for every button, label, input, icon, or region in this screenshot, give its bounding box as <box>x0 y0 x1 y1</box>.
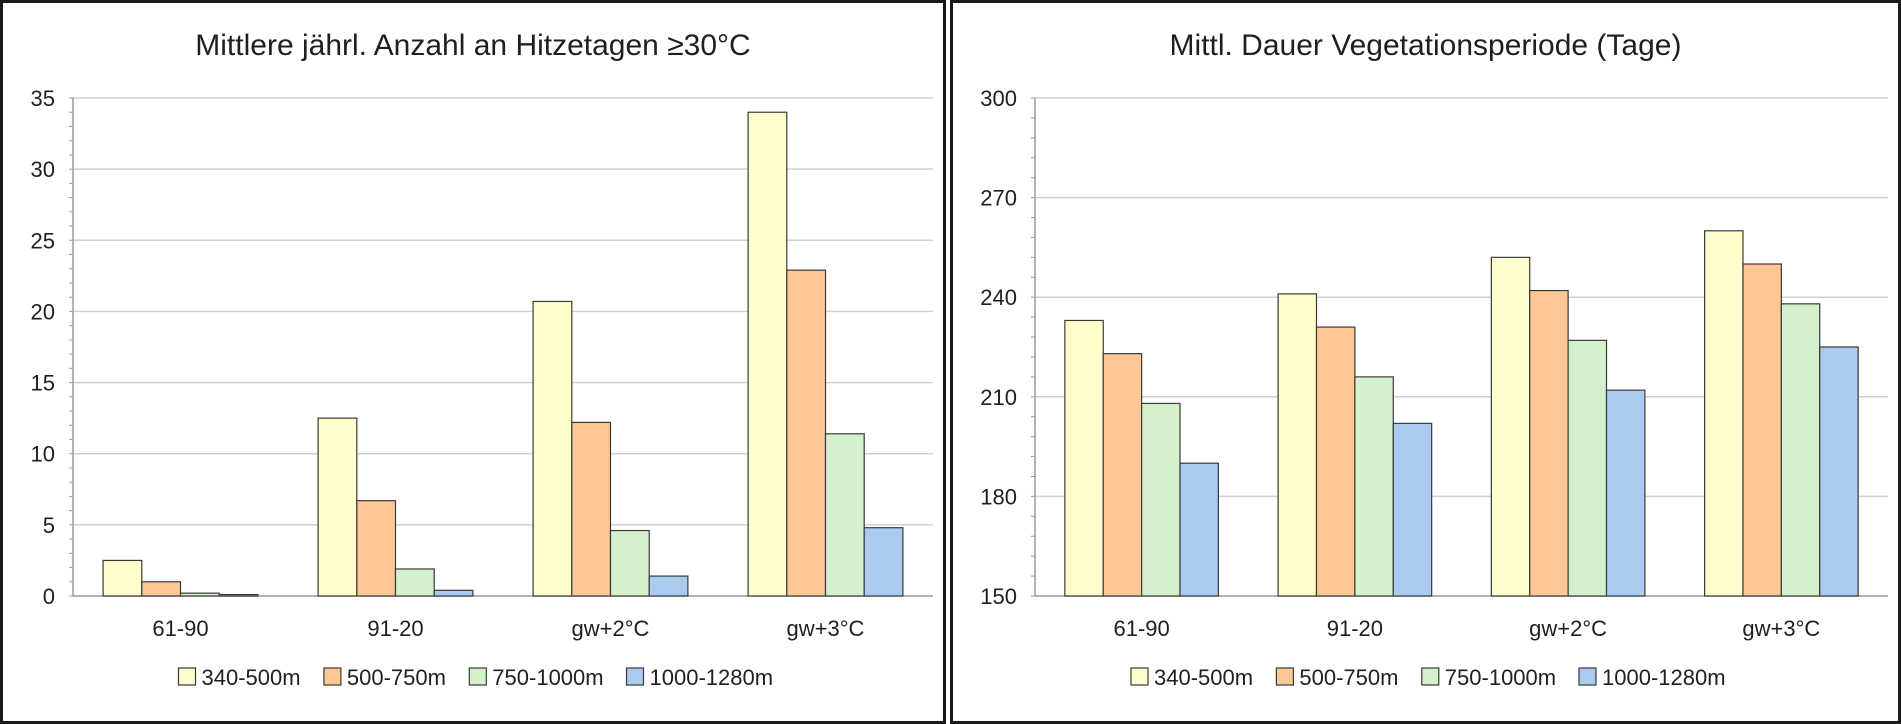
chart-panel-vegetationsperiode: Mittl. Dauer Vegetationsperiode (Tage) 15… <box>950 0 1901 724</box>
bar-340-500m-61-90 <box>102 559 143 597</box>
legend-label: 500-750m <box>347 665 446 690</box>
y-tick-label: 20 <box>31 299 55 324</box>
y-tick-label: 180 <box>980 484 1017 509</box>
legend-swatch <box>1578 667 1597 686</box>
bar-500-750m-91-20 <box>1315 326 1356 597</box>
legend-label: 750-1000m <box>1445 665 1556 690</box>
x-tick-label: gw+2°C <box>572 616 650 641</box>
bar-340-500m-61-90 <box>1064 319 1104 597</box>
bar-340-500m-91-20 <box>1277 293 1318 597</box>
legend-label: 500-750m <box>1299 665 1398 690</box>
vegetationsperiode-chart: Mittl. Dauer Vegetationsperiode (Tage) 15… <box>980 29 1888 690</box>
bar-500-750m-gw+3°C <box>1742 263 1782 597</box>
y-tick-label: 30 <box>31 157 55 182</box>
bar-340-500m-91-20 <box>317 417 358 597</box>
x-tick-label: gw+3°C <box>1742 616 1820 641</box>
legend-swatch <box>1130 667 1149 686</box>
bar-750-1000m-gw+3°C <box>1780 303 1821 597</box>
x-tick-label: 91-20 <box>367 616 423 641</box>
legend-swatch <box>625 667 645 686</box>
bar-750-1000m-91-20 <box>394 568 435 597</box>
legend-swatch <box>468 667 487 686</box>
x-tick-label: 91-20 <box>1327 616 1383 641</box>
y-tick-label: 240 <box>980 285 1017 310</box>
bar-500-750m-gw+2°C <box>1529 289 1569 597</box>
bar-1000-1280m-91-20 <box>433 589 474 597</box>
hitzetage-chart: Mittlere jährl. Anzahl an Hitzetagen ≥30… <box>31 29 933 690</box>
bar-750-1000m-gw+2°C <box>1567 339 1608 597</box>
bar-340-500m-gw+3°C <box>747 111 788 597</box>
bar-750-1000m-61-90 <box>1141 402 1181 597</box>
bar-340-500m-gw+2°C <box>1490 256 1531 597</box>
y-tick-label: 300 <box>980 86 1017 111</box>
x-tick-label: 61-90 <box>152 616 208 641</box>
legend-label: 340-500m <box>202 665 301 690</box>
legend-swatch <box>1275 667 1294 686</box>
bar-1000-1280m-gw+3°C <box>863 527 904 597</box>
bar-1000-1280m-91-20 <box>1392 422 1433 597</box>
y-tick-label: 25 <box>31 228 55 253</box>
legend-swatch <box>323 667 342 686</box>
legend-label: 340-500m <box>1154 665 1253 690</box>
bar-340-500m-gw+2°C <box>532 300 573 597</box>
y-tick-label: 0 <box>43 584 55 609</box>
legend-label: 750-1000m <box>492 665 603 690</box>
chart-title: Mittlere jährl. Anzahl an Hitzetagen ≥30… <box>195 29 750 62</box>
bar-1000-1280m-61-90 <box>1179 462 1219 597</box>
legend-label: 1000-1280m <box>1602 665 1726 690</box>
bar-500-750m-61-90 <box>1102 353 1143 597</box>
bar-500-750m-61-90 <box>141 581 182 597</box>
bar-500-750m-gw+2°C <box>571 421 612 597</box>
x-tick-label: gw+3°C <box>787 616 865 641</box>
x-tick-label: 61-90 <box>1113 616 1169 641</box>
bar-750-1000m-gw+2°C <box>609 529 650 597</box>
legend-swatch <box>1421 667 1440 686</box>
y-tick-label: 15 <box>31 371 55 396</box>
chart-panel-hitzetage: Mittlere jährl. Anzahl an Hitzetagen ≥30… <box>0 0 946 724</box>
y-tick-label: 150 <box>980 584 1017 609</box>
bar-1000-1280m-gw+3°C <box>1819 346 1859 597</box>
bar-750-1000m-gw+3°C <box>824 433 865 597</box>
bar-750-1000m-61-90 <box>179 592 220 597</box>
y-tick-label: 10 <box>31 442 55 467</box>
bar-1000-1280m-61-90 <box>218 593 259 597</box>
bar-750-1000m-91-20 <box>1354 376 1394 597</box>
bar-500-750m-91-20 <box>356 500 397 597</box>
bar-1000-1280m-gw+2°C <box>648 575 689 597</box>
y-tick-label: 210 <box>980 385 1017 410</box>
legend-label: 1000-1280m <box>650 665 774 690</box>
chart-title: Mittl. Dauer Vegetationsperiode (Tage) <box>1170 29 1682 62</box>
legend-swatch <box>177 667 197 686</box>
x-tick-label: gw+2°C <box>1529 616 1607 641</box>
y-tick-label: 35 <box>31 86 55 111</box>
y-tick-label: 5 <box>43 513 55 538</box>
bar-340-500m-gw+3°C <box>1704 230 1744 597</box>
y-tick-label: 270 <box>980 186 1017 211</box>
bar-500-750m-gw+3°C <box>786 269 827 597</box>
bar-1000-1280m-gw+2°C <box>1605 389 1646 597</box>
